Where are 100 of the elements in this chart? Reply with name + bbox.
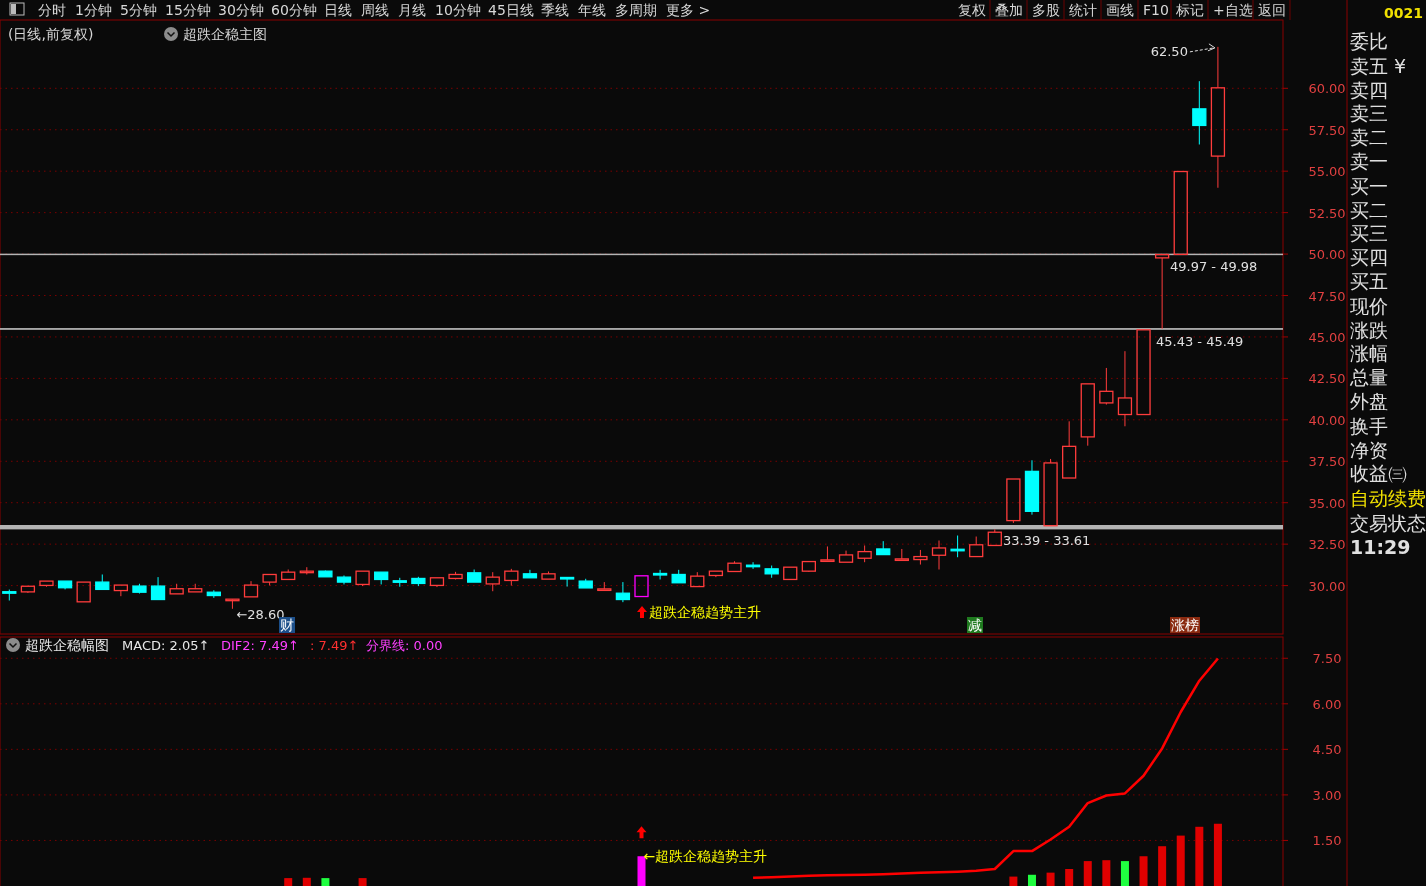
band-label: 45.43 - 45.49 bbox=[1156, 333, 1244, 349]
text: 45日线 bbox=[488, 2, 534, 18]
y-tick-label: 1.50 bbox=[1312, 833, 1342, 849]
text: 标记 bbox=[1175, 2, 1204, 18]
text: 卖五 ¥ bbox=[1350, 54, 1407, 77]
y-tick-label: 4.50 bbox=[1312, 742, 1342, 758]
text: 卖四 bbox=[1350, 78, 1388, 101]
text: +自选 bbox=[1213, 2, 1253, 18]
y-tick-label: 7.50 bbox=[1312, 651, 1342, 667]
y-tick-label: 32.50 bbox=[1308, 537, 1346, 553]
text: 1分钟 bbox=[75, 2, 112, 18]
text: 月线 bbox=[398, 2, 426, 18]
y-tick-label: 57.50 bbox=[1308, 122, 1346, 138]
y-tick-label: 42.50 bbox=[1308, 371, 1346, 387]
annotation: 减 bbox=[968, 617, 982, 633]
text: 买一 bbox=[1350, 174, 1388, 197]
bar bbox=[1009, 876, 1018, 886]
text: 11:29 bbox=[1350, 535, 1411, 558]
text: 多股 bbox=[1032, 2, 1060, 18]
text: 季线 bbox=[541, 2, 569, 18]
candlestick bbox=[504, 568, 519, 587]
bar bbox=[1139, 856, 1148, 886]
text: 多周期 bbox=[615, 2, 657, 18]
text: 0021 bbox=[1384, 5, 1423, 21]
annotation: 财 bbox=[280, 617, 294, 633]
y-tick-label: 52.50 bbox=[1308, 205, 1346, 221]
text: 周线 bbox=[361, 2, 389, 18]
bar bbox=[1213, 823, 1222, 886]
bar bbox=[284, 878, 293, 886]
y-tick-label: 60.00 bbox=[1308, 81, 1346, 97]
bar bbox=[321, 878, 330, 886]
y-tick-label: 47.50 bbox=[1308, 288, 1346, 304]
text: 60分钟 bbox=[271, 2, 317, 18]
bar bbox=[1176, 835, 1185, 886]
text: 更多 > bbox=[666, 2, 711, 18]
text: 委比 bbox=[1350, 30, 1388, 52]
text: 交易状态 bbox=[1350, 512, 1426, 534]
text: 买三 bbox=[1350, 222, 1388, 245]
text: 画线 bbox=[1106, 2, 1134, 18]
chart-subtitle: 超跌企稳主图 bbox=[183, 26, 267, 42]
bar bbox=[637, 856, 646, 886]
bar bbox=[1083, 861, 1092, 886]
annotation: 分界线: 0.00 bbox=[366, 638, 443, 653]
annotation: MACD: 2.05↑ bbox=[122, 638, 210, 653]
bar bbox=[1065, 869, 1074, 886]
text: 涨幅 bbox=[1350, 342, 1388, 365]
annotation: 62.50 bbox=[1150, 43, 1188, 59]
y-tick-label: 45.00 bbox=[1308, 329, 1346, 345]
candlestick bbox=[931, 540, 947, 571]
text: 买五 bbox=[1350, 270, 1388, 292]
bar bbox=[1158, 846, 1167, 886]
text: 自动续费 bbox=[1350, 487, 1426, 510]
text: 年线 bbox=[578, 2, 606, 18]
bar bbox=[302, 877, 311, 886]
text: 返回 bbox=[1258, 2, 1286, 18]
y-tick-label: 50.00 bbox=[1308, 247, 1346, 263]
candlestick bbox=[1192, 80, 1207, 145]
text: 收益㈢ bbox=[1350, 462, 1407, 485]
text: 卖一 bbox=[1350, 150, 1388, 172]
bar bbox=[358, 878, 367, 886]
chart-title: (日线,前复权) bbox=[8, 26, 94, 42]
text: 5分钟 bbox=[120, 2, 157, 18]
text: 外盘 bbox=[1350, 390, 1388, 412]
text: 30分钟 bbox=[218, 2, 264, 18]
annotation: 超跌企稳趋势主升 bbox=[649, 604, 761, 620]
y-tick-label: 30.00 bbox=[1308, 578, 1346, 594]
text: 现价 bbox=[1350, 294, 1388, 317]
text: 日线 bbox=[324, 2, 352, 18]
y-tick-label: 3.00 bbox=[1312, 787, 1342, 803]
candlestick bbox=[1024, 459, 1040, 516]
candlestick bbox=[615, 581, 631, 603]
y-tick-label: 35.00 bbox=[1308, 495, 1346, 511]
annotation: 涨榜 bbox=[1171, 617, 1199, 633]
text: 卖二 bbox=[1350, 126, 1388, 149]
text: 卖三 bbox=[1350, 102, 1388, 125]
text: 复权 bbox=[958, 2, 986, 18]
y-tick-label: 40.00 bbox=[1308, 412, 1346, 428]
bar bbox=[1195, 826, 1204, 886]
y-tick-label: 55.00 bbox=[1308, 164, 1346, 180]
bar bbox=[1027, 874, 1036, 886]
bar bbox=[1046, 872, 1055, 886]
text: 涨跌 bbox=[1350, 318, 1388, 341]
annotation: : 7.49↑ bbox=[310, 638, 359, 653]
candlestick bbox=[652, 569, 668, 580]
text: 买四 bbox=[1350, 246, 1388, 269]
text: 换手 bbox=[1350, 414, 1388, 437]
y-tick-label: 6.00 bbox=[1312, 696, 1342, 712]
text: 15分钟 bbox=[165, 2, 211, 18]
text: F10 bbox=[1143, 2, 1169, 18]
annotation: ←超跌企稳趋势主升 bbox=[643, 848, 768, 865]
text: 叠加 bbox=[995, 2, 1023, 18]
text: 10分钟 bbox=[435, 2, 481, 18]
text: 统计 bbox=[1069, 2, 1097, 18]
candlestick bbox=[336, 574, 352, 585]
line-series bbox=[751, 657, 1220, 880]
text: 总量 bbox=[1349, 366, 1388, 389]
band-label: 33.39 - 33.61 bbox=[1003, 533, 1091, 549]
chart-title: 超跌企稳幅图 bbox=[25, 637, 109, 653]
y-tick-label: 37.50 bbox=[1308, 454, 1346, 470]
text: 净资 bbox=[1350, 438, 1388, 461]
